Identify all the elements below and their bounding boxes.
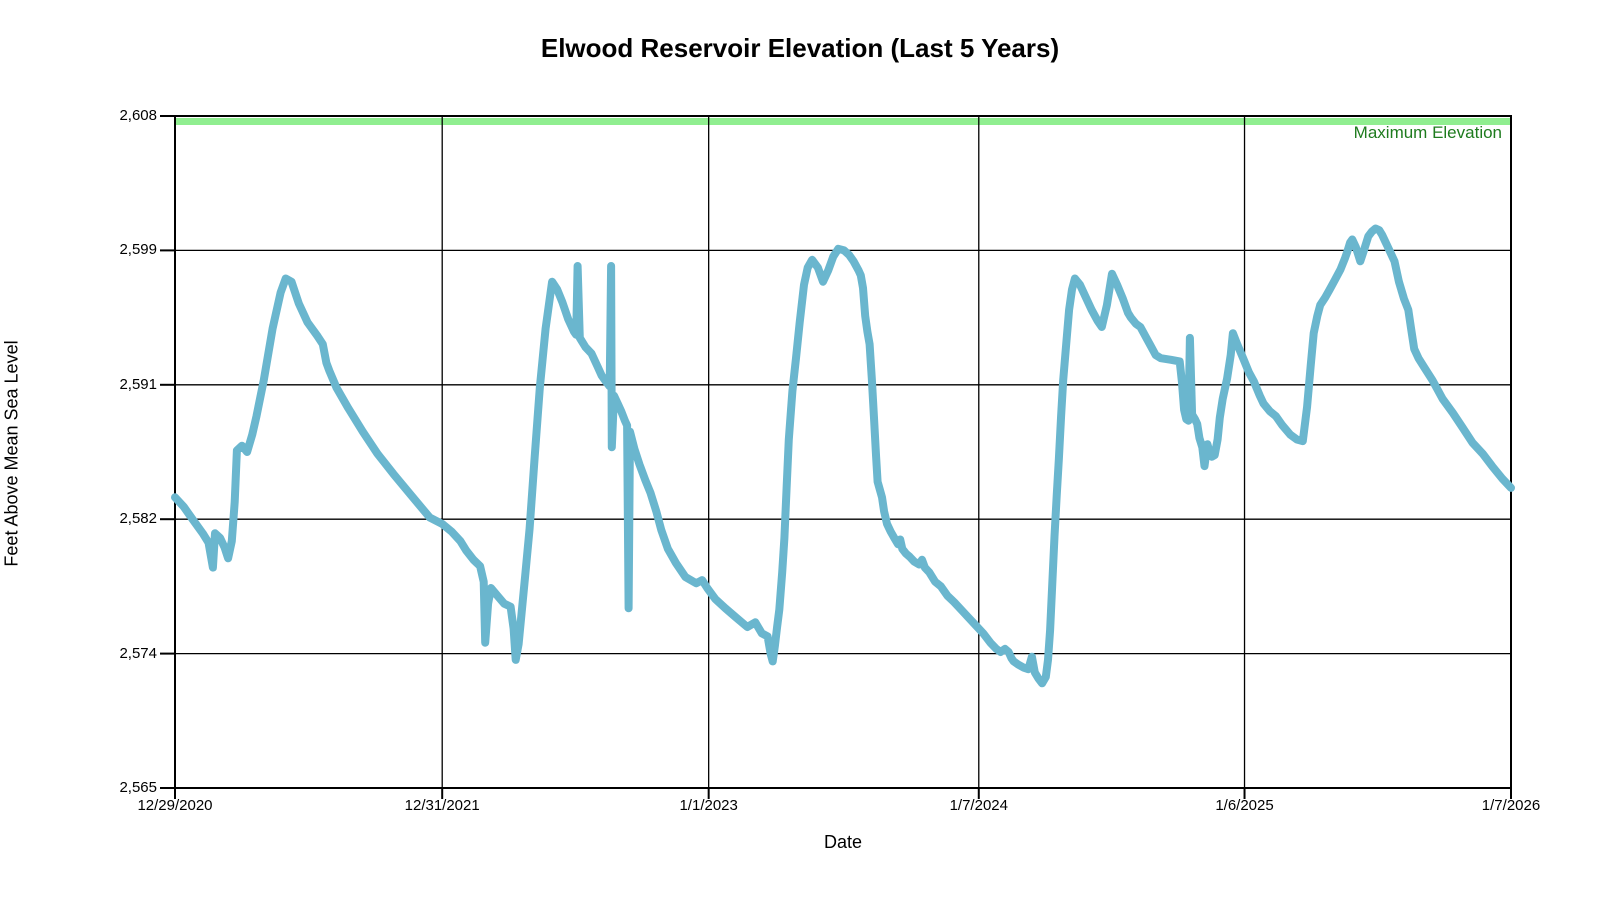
y-tick-label: 2,608 — [119, 107, 157, 124]
chart-plot-area — [160, 115, 1515, 799]
y-axis-title: Feet Above Mean Sea Level — [1, 340, 22, 567]
max-elevation-band — [175, 118, 1511, 125]
y-tick-label: 2,565 — [119, 779, 157, 796]
y-tick-label: 2,574 — [119, 644, 157, 662]
x-tick-label: 1/6/2025 — [1215, 797, 1274, 814]
elevation-line-chart — [160, 115, 1515, 799]
elevation-series-line — [171, 224, 1515, 688]
y-tick-label: 2,582 — [119, 510, 157, 528]
x-tick-label: 1/7/2026 — [1481, 797, 1541, 814]
y-tick-label: 2,599 — [119, 241, 157, 259]
y-tick-label: 2,591 — [119, 375, 157, 393]
page-title: Elwood Reservoir Elevation (Last 5 Years… — [540, 33, 1060, 63]
max-elevation-label: Maximum Elevation — [1353, 123, 1502, 142]
x-tick-label: 1/7/2024 — [949, 797, 1008, 814]
x-tick-label: 1/1/2023 — [679, 797, 738, 814]
x-tick-label: 12/29/2020 — [137, 797, 213, 814]
x-axis-title: Date — [823, 832, 863, 852]
plot-border — [174, 115, 1512, 789]
x-tick-label: 12/31/2021 — [404, 797, 480, 814]
